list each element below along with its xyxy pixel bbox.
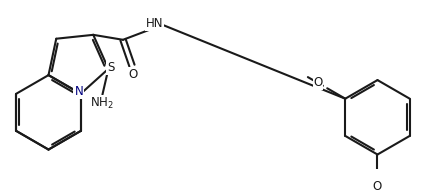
Text: S: S — [107, 61, 115, 74]
Text: O: O — [313, 76, 322, 89]
Text: O: O — [128, 68, 138, 81]
Text: HN: HN — [146, 17, 164, 30]
Text: O: O — [373, 180, 382, 193]
Text: N: N — [75, 85, 83, 98]
Text: NH$_2$: NH$_2$ — [89, 96, 113, 111]
